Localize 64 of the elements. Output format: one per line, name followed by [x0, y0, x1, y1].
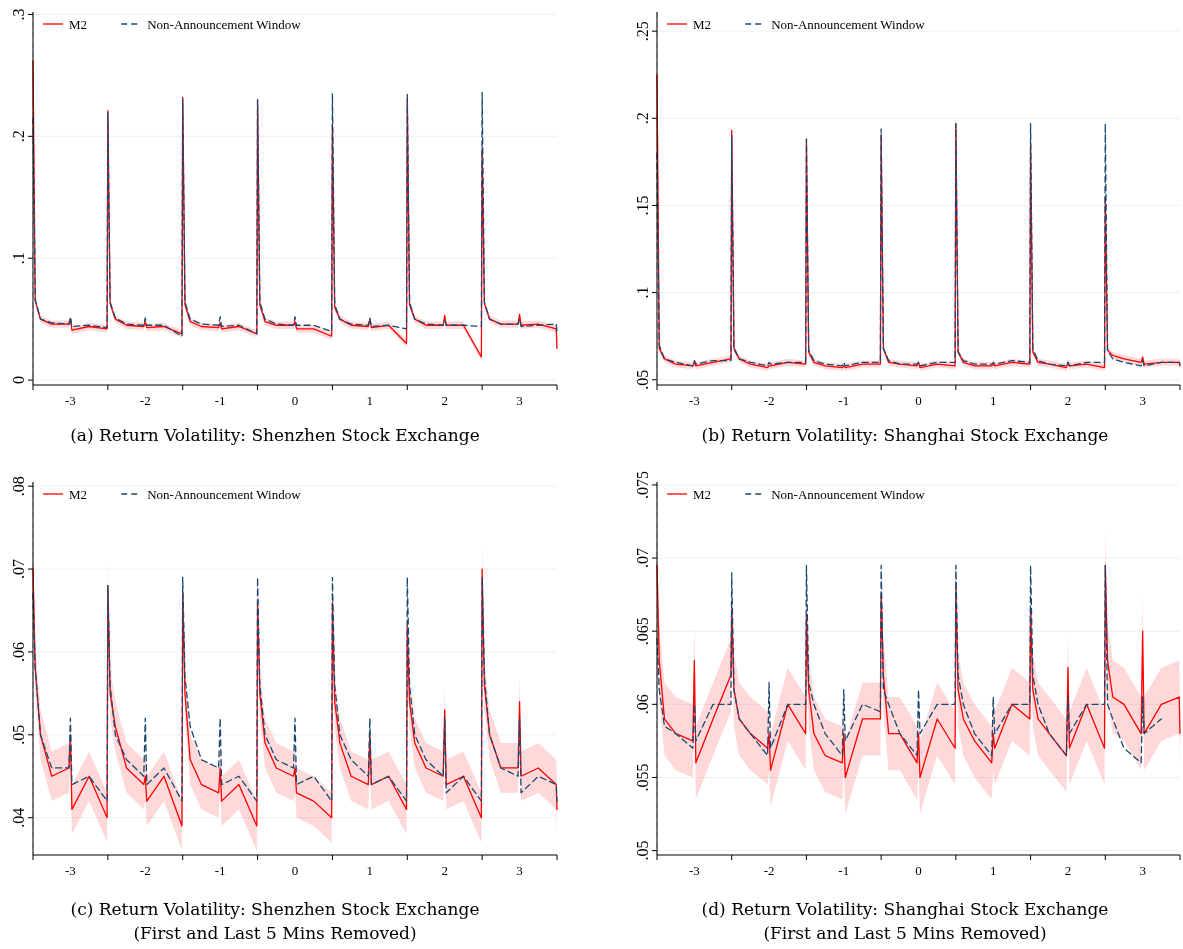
y-tick-label: .08	[10, 476, 27, 497]
x-tick-label: -2	[139, 863, 151, 878]
y-tick-label: .05	[634, 369, 651, 390]
legend-label: Non-Announcement Window	[147, 486, 302, 502]
text: (c) Return Volatility: Shenzhen Stock Exchange	[70, 899, 480, 919]
y-tick-label: .1	[634, 286, 651, 299]
y-tick-label: .055	[634, 763, 651, 792]
text: (b) Return Volatility: Shanghai Stock Exchange	[701, 425, 1109, 445]
x-tick-label: -2	[139, 393, 151, 408]
y-tick-label: .07	[10, 559, 27, 580]
x-tick-label: -3	[65, 863, 76, 878]
text: (First and Last 5 Mins Removed)	[133, 923, 417, 943]
x-tick-label: -3	[688, 863, 700, 878]
x-tick-label: 2	[1064, 393, 1072, 408]
y-tick-label: 0	[10, 376, 27, 385]
x-tick-label: -3	[688, 393, 700, 408]
line-series	[32, 91, 558, 337]
x-tick-label: 1	[989, 863, 997, 878]
x-tick-label: 0	[291, 863, 299, 878]
legend-label: Non-Announcement Window	[771, 16, 926, 32]
x-tick-label: 3	[516, 863, 523, 878]
legend-label: M2	[693, 16, 712, 32]
legend-label: Non-Announcement Window	[771, 486, 926, 502]
x-tick-label: 3	[516, 393, 523, 408]
x-tick-label: 3	[1139, 863, 1146, 878]
legend-label: M2	[69, 16, 88, 32]
x-tick-label: 1	[366, 393, 374, 408]
x-tick-label: 2	[1064, 863, 1072, 878]
x-tick-label: 1	[366, 863, 374, 878]
line-series	[656, 122, 1181, 367]
y-tick-label: .065	[634, 617, 651, 646]
x-tick-label: -1	[838, 863, 850, 878]
y-tick-label: .1	[10, 252, 27, 265]
x-tick-label: 0	[291, 393, 299, 408]
legend-label: Non-Announcement Window	[147, 16, 302, 32]
legend-label: M2	[693, 486, 712, 502]
y-tick-label: .04	[10, 807, 27, 828]
y-tick-label: .06	[10, 641, 27, 662]
y-tick-label: .2	[10, 130, 27, 143]
y-tick-label: .2	[634, 112, 651, 125]
text: (First and Last 5 Mins Removed)	[763, 923, 1047, 943]
x-tick-label: 1	[989, 393, 997, 408]
x-tick-label: -3	[65, 393, 76, 408]
y-tick-label: .075	[634, 470, 651, 499]
y-tick-label: .3	[10, 8, 27, 21]
x-tick-label: 0	[915, 863, 922, 878]
x-tick-label: 2	[441, 393, 448, 408]
legend-label: M2	[69, 486, 88, 502]
x-tick-label: -1	[214, 863, 226, 878]
x-tick-label: -2	[763, 393, 775, 408]
y-tick-label: .15	[634, 195, 651, 216]
text: (d) Return Volatility: Shanghai Stock Exchange	[701, 899, 1109, 919]
x-tick-label: 0	[915, 393, 922, 408]
x-tick-label: -1	[838, 393, 850, 408]
text: (a) Return Volatility: Shenzhen Stock Exchange	[70, 425, 480, 445]
x-tick-label: -1	[214, 393, 226, 408]
y-tick-label: .07	[634, 548, 651, 569]
x-tick-label: -2	[763, 863, 775, 878]
y-tick-label: .06	[634, 694, 651, 715]
x-tick-label: 2	[441, 863, 448, 878]
x-tick-label: 3	[1139, 393, 1146, 408]
y-tick-label: .25	[634, 21, 651, 42]
y-tick-label: .05	[10, 724, 27, 745]
y-tick-label: .05	[634, 840, 651, 861]
